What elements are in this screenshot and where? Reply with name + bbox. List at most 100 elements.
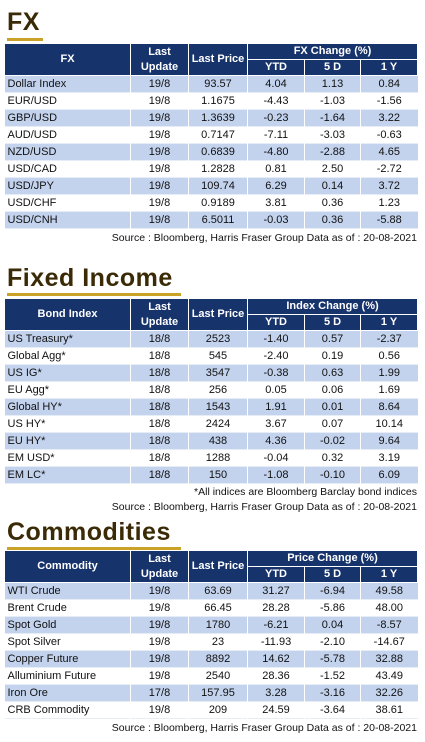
commodities-table-row: Brent Crude 19/8 66.45 28.28 -5.86 48.00 (4, 599, 418, 617)
fx-table: FX Last Update Last Price FX Change (%) … (4, 43, 419, 229)
commodities-cell-y1: -14.67 (359, 633, 418, 651)
fx-cell-update: 19/8 (130, 126, 189, 144)
fixed-income-cell-d5: 0.19 (304, 347, 361, 365)
fx-cell-y1: 4.65 (359, 143, 418, 161)
commodities-cell-ytd: 28.28 (247, 599, 305, 617)
commodities-col-1y: 1 Y (359, 566, 419, 583)
fixed-income-table: Bond Index Last Update Last Price Index … (4, 298, 419, 484)
fx-table-row: EUR/USD 19/8 1.1675 -4.43 -1.03 -1.56 (4, 92, 418, 110)
fx-cell-price: 93.57 (188, 75, 248, 93)
commodities-col-last-price: Last Price (188, 550, 248, 583)
commodities-cell-price: 1780 (188, 616, 248, 634)
fixed-income-table-row: Global HY* 18/8 1543 1.91 0.01 8.64 (4, 398, 418, 416)
fixed-income-section: Fixed Income Bond Index Last Update Last… (4, 258, 419, 518)
fx-cell-y1: 0.84 (359, 75, 418, 93)
commodities-cell-name: Copper Future (4, 650, 131, 668)
commodities-cell-update: 19/8 (130, 701, 189, 719)
fx-cell-d5: -1.03 (304, 92, 361, 110)
fx-table-body: Dollar Index 19/8 93.57 4.04 1.13 0.84 EUR/USD… (4, 75, 418, 229)
commodities-table-row: WTI Crude 19/8 63.69 31.27 -6.94 49.58 (4, 582, 418, 600)
fx-cell-d5: 1.13 (304, 75, 361, 93)
fx-cell-update: 19/8 (130, 194, 189, 212)
commodities-cell-price: 157.95 (188, 684, 248, 702)
fx-cell-price: 1.3639 (188, 109, 248, 127)
fx-col-change-group: FX Change (%) (246, 43, 419, 60)
commodities-title: Commodities (7, 518, 171, 546)
commodities-table-row: Copper Future 19/8 8892 14.62 -5.78 32.88 (4, 650, 418, 668)
fx-col-last-price: Last Price (188, 43, 248, 76)
fixed-income-cell-y1: 0.56 (359, 347, 418, 365)
fx-cell-y1: 3.72 (359, 177, 418, 195)
commodities-cell-name: Iron Ore (4, 684, 131, 702)
fixed-income-col-change-group: Index Change (%) (246, 298, 419, 315)
fx-cell-update: 19/8 (130, 160, 189, 178)
commodities-cell-update: 19/8 (130, 633, 189, 651)
commodities-cell-price: 209 (188, 701, 248, 719)
fixed-income-cell-update: 18/8 (130, 330, 189, 348)
fx-cell-price: 1.1675 (188, 92, 248, 110)
commodities-table-row: Spot Gold 19/8 1780 -6.21 0.04 -8.57 (4, 616, 418, 634)
fx-cell-y1: 1.23 (359, 194, 418, 212)
fx-cell-ytd: -4.80 (247, 143, 305, 161)
fixed-income-cell-y1: 1.99 (359, 364, 418, 382)
fx-cell-d5: 0.36 (304, 211, 361, 229)
commodities-cell-update: 19/8 (130, 616, 189, 634)
commodities-cell-name: Brent Crude (4, 599, 131, 617)
commodities-section: Commodities Commodity Last Update Last P… (4, 514, 419, 742)
fixed-income-cell-update: 18/8 (130, 432, 189, 450)
commodities-cell-ytd: 28.36 (247, 667, 305, 685)
fixed-income-table-row: Global Agg* 18/8 545 -2.40 0.19 0.56 (4, 347, 418, 365)
fixed-income-cell-name: US HY* (4, 415, 131, 433)
commodities-cell-y1: 43.49 (359, 667, 418, 685)
fx-table-row: USD/CHF 19/8 0.9189 3.81 0.36 1.23 (4, 194, 418, 212)
fixed-income-cell-y1: 9.64 (359, 432, 418, 450)
fixed-income-cell-ytd: 1.91 (247, 398, 305, 416)
fx-cell-update: 19/8 (130, 211, 189, 229)
fixed-income-cell-update: 18/8 (130, 466, 189, 484)
fixed-income-cell-ytd: -1.08 (247, 466, 305, 484)
commodities-cell-name: Alluminium Future (4, 667, 131, 685)
fx-col-last-update: Last Update (130, 43, 189, 76)
fx-cell-y1: -2.72 (359, 160, 418, 178)
commodities-cell-y1: 32.26 (359, 684, 418, 702)
commodities-col-ytd: YTD (247, 566, 305, 583)
fx-cell-ytd: -7.11 (247, 126, 305, 144)
commodities-col-5d: 5 D (304, 566, 361, 583)
commodities-cell-y1: -8.57 (359, 616, 418, 634)
commodities-title-underline (7, 547, 181, 550)
commodities-cell-price: 2540 (188, 667, 248, 685)
fx-cell-name: NZD/USD (4, 143, 131, 161)
commodities-cell-d5: -2.10 (304, 633, 361, 651)
fx-cell-name: AUD/USD (4, 126, 131, 144)
commodities-cell-name: CRB Commodity (4, 701, 131, 719)
fx-cell-d5: 2.50 (304, 160, 361, 178)
commodities-cell-update: 19/8 (130, 599, 189, 617)
fixed-income-cell-ytd: -0.38 (247, 364, 305, 382)
commodities-cell-ytd: 3.28 (247, 684, 305, 702)
commodities-cell-y1: 48.00 (359, 599, 418, 617)
commodities-cell-update: 17/8 (130, 684, 189, 702)
commodities-cell-ytd: -6.21 (247, 616, 305, 634)
commodities-cell-name: Spot Silver (4, 633, 131, 651)
fixed-income-cell-price: 256 (188, 381, 248, 399)
commodities-cell-name: WTI Crude (4, 582, 131, 600)
fixed-income-cell-update: 18/8 (130, 364, 189, 382)
fx-cell-price: 1.2828 (188, 160, 248, 178)
fixed-income-col-name: Bond Index (4, 298, 131, 331)
fixed-income-table-body: US Treasury* 18/8 2523 -1.40 0.57 -2.37 Global… (4, 330, 418, 484)
fixed-income-cell-d5: 0.63 (304, 364, 361, 382)
fx-cell-ytd: 6.29 (247, 177, 305, 195)
fx-cell-update: 19/8 (130, 75, 189, 93)
fixed-income-cell-name: EU HY* (4, 432, 131, 450)
fixed-income-cell-name: Global HY* (4, 398, 131, 416)
fx-cell-name: GBP/USD (4, 109, 131, 127)
commodities-cell-update: 19/8 (130, 667, 189, 685)
fixed-income-cell-y1: 6.09 (359, 466, 418, 484)
fixed-income-cell-d5: 0.06 (304, 381, 361, 399)
commodities-cell-price: 8892 (188, 650, 248, 668)
fixed-income-col-last-price: Last Price (188, 298, 248, 331)
commodities-cell-ytd: 24.59 (247, 701, 305, 719)
commodities-cell-update: 19/8 (130, 650, 189, 668)
fixed-income-cell-ytd: -0.04 (247, 449, 305, 467)
fixed-income-cell-ytd: -2.40 (247, 347, 305, 365)
